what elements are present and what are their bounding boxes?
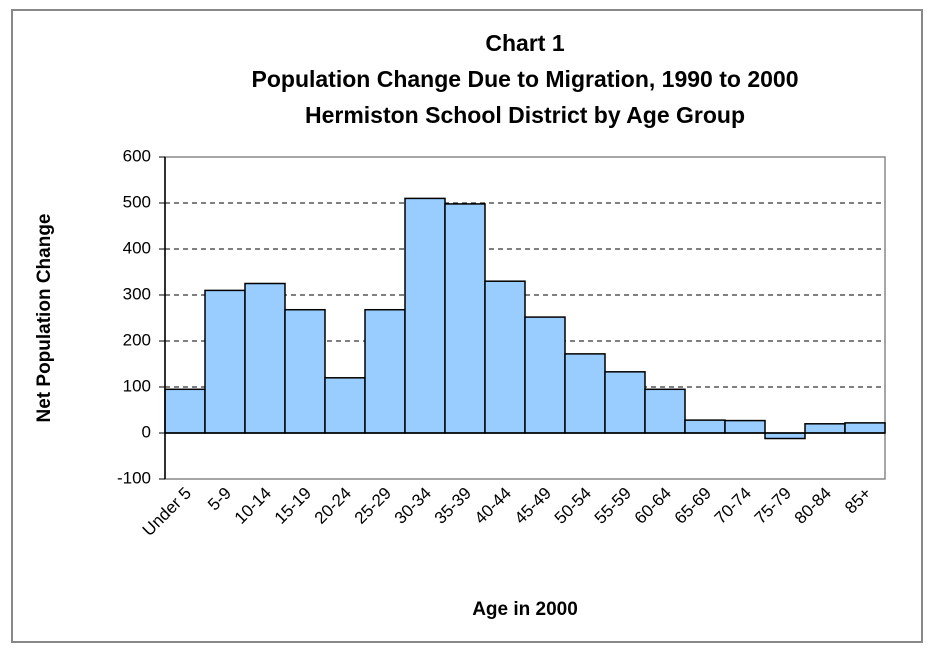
bar xyxy=(364,308,406,434)
bar xyxy=(404,197,446,434)
y-tick-label: -100 xyxy=(117,468,151,487)
bar xyxy=(684,419,726,434)
chart-title: Hermiston School District by Age Group xyxy=(305,102,745,128)
bar xyxy=(564,353,606,434)
chart-title: Population Change Due to Migration, 1990… xyxy=(252,66,799,92)
y-tick-label: 0 xyxy=(142,422,151,441)
bar xyxy=(604,371,646,434)
bar xyxy=(324,377,366,434)
bar xyxy=(804,423,846,434)
chart-title: Chart 1 xyxy=(485,30,564,56)
bar xyxy=(724,419,766,434)
y-tick-label: 400 xyxy=(123,238,151,257)
bar xyxy=(764,432,806,440)
y-tick-label: 300 xyxy=(123,284,151,303)
bar xyxy=(844,422,886,434)
bar xyxy=(284,308,326,434)
bar xyxy=(484,280,526,434)
y-tick-label: 100 xyxy=(123,376,151,395)
y-tick-label: 600 xyxy=(123,146,151,165)
bar xyxy=(244,282,286,434)
x-axis-label: Age in 2000 xyxy=(472,599,578,620)
y-tick-label: 500 xyxy=(123,192,151,211)
bar xyxy=(444,203,486,434)
y-tick-label: 200 xyxy=(123,330,151,349)
bar xyxy=(204,289,246,434)
bar xyxy=(164,388,206,434)
bar xyxy=(524,316,566,434)
bar xyxy=(644,388,686,434)
y-axis-label: Net Population Change xyxy=(34,214,55,423)
